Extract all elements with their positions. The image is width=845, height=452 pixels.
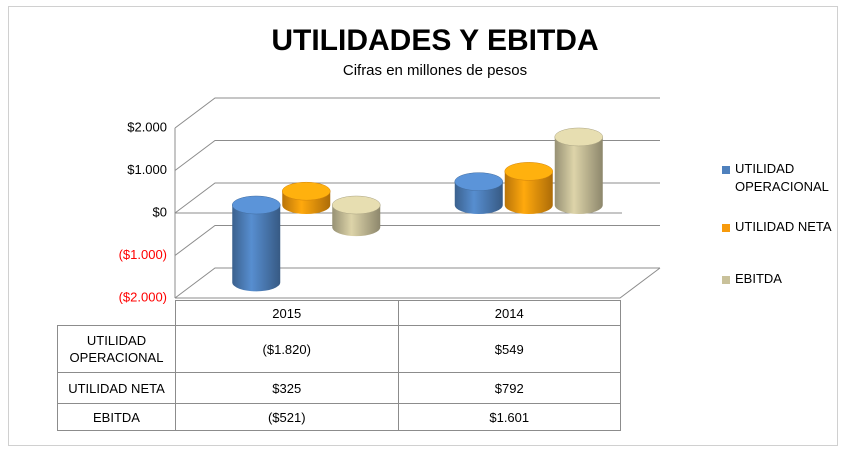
cylinder-top (282, 181, 331, 201)
table-header: 2014 (397, 300, 621, 326)
chart-title: UTILIDADES Y EBITDA (271, 24, 598, 57)
cylinder (232, 205, 281, 292)
table-header: 2015 (175, 300, 399, 326)
grid-line (174, 225, 660, 256)
legend-swatch (722, 166, 730, 174)
chart-subtitle: Cifras en millones de pesos (343, 62, 527, 79)
grid-line (174, 140, 660, 171)
cylinder (454, 181, 503, 214)
cylinder-top (332, 195, 381, 215)
cylinder (504, 171, 553, 214)
cylinder-top (504, 162, 553, 181)
legend-swatch (722, 276, 730, 284)
legend-swatch (722, 224, 730, 232)
cylinder-top (554, 127, 603, 147)
legend-label: UTILIDAD OPERACIONAL (735, 161, 829, 194)
table-cell: ($1.820) (175, 325, 399, 373)
y-tick-label: ($1.000) (119, 247, 167, 262)
table-row-header: EBITDA (57, 403, 176, 431)
legend-label: EBITDA (735, 271, 782, 286)
grid-line (174, 267, 660, 299)
table-cell: $325 (175, 372, 399, 404)
cylinder-top (454, 172, 503, 191)
table-cell: ($521) (175, 403, 399, 431)
y-tick-label: $2.000 (127, 119, 167, 134)
table-cell: $1.601 (397, 403, 621, 431)
floor-edge (175, 267, 661, 299)
cylinder-top (232, 195, 281, 215)
grid-line (174, 97, 660, 129)
y-tick-label: ($2.000) (119, 289, 167, 304)
table-cell: $549 (397, 325, 621, 373)
table-row-header: UTILIDAD OPERACIONAL (57, 325, 176, 373)
table-cell: $792 (397, 372, 621, 404)
legend-label: UTILIDAD NETA (735, 219, 832, 234)
y-tick-label: $0 (153, 204, 167, 219)
y-tick-label: $1.000 (127, 162, 167, 177)
cylinder (554, 136, 603, 214)
table-row-header: UTILIDAD NETA (57, 372, 176, 404)
